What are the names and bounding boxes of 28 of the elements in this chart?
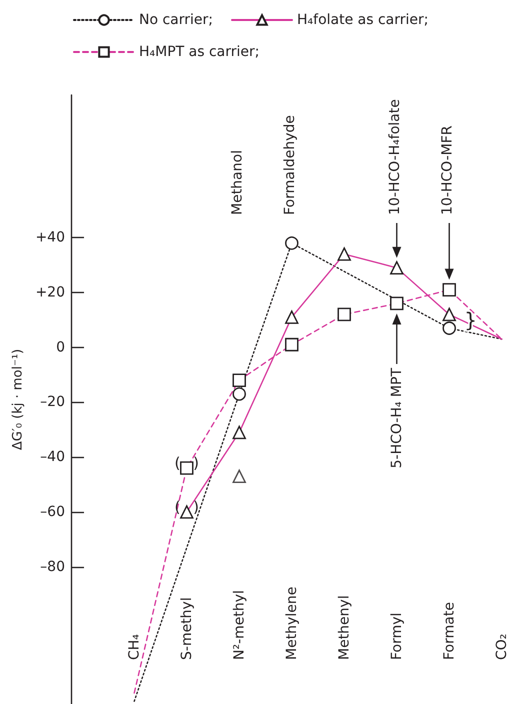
legend-label: H₄MPT as carrier; [139,44,260,60]
x-tick-label: N²-methyl [231,590,248,660]
y-tick-label: +20 [35,284,65,301]
x-tick-label: Methenyl [336,595,352,660]
x-tick-label: CO₂ [494,634,510,660]
annotation: ( ) [174,454,199,472]
annotation: Formaldehyde [282,115,298,215]
x-tick-label: Formate [441,602,458,660]
x-tick-label: Formyl [388,612,405,660]
x-tick-label: CH₄ [126,634,142,660]
x-tick-label: Methylene [284,586,300,660]
y-axis-title: ΔG′₀ (kj · mol⁻¹) [10,348,26,450]
y-tick-label: +40 [35,230,65,246]
point [285,236,298,250]
y-tick-label: 0 [56,339,65,356]
annotation: 10-HCO-MFR [439,125,456,215]
y-tick-label: –20 [40,394,65,410]
legend-label: H₄folate as carrier; [297,12,429,28]
point [232,387,246,401]
point [442,321,456,335]
x-tick-label: S-methyl [178,597,195,660]
y-tick-label: –60 [40,504,65,520]
annotation: Methanol [229,150,246,215]
legend-label: No carrier; [139,12,214,28]
annotation: 5-HCO-H₄ MPT [388,368,405,468]
annotation: 10-HCO-H₄folate [386,99,403,215]
y-tick-label: –80 [40,558,65,575]
y-tick-label: –40 [40,449,65,466]
